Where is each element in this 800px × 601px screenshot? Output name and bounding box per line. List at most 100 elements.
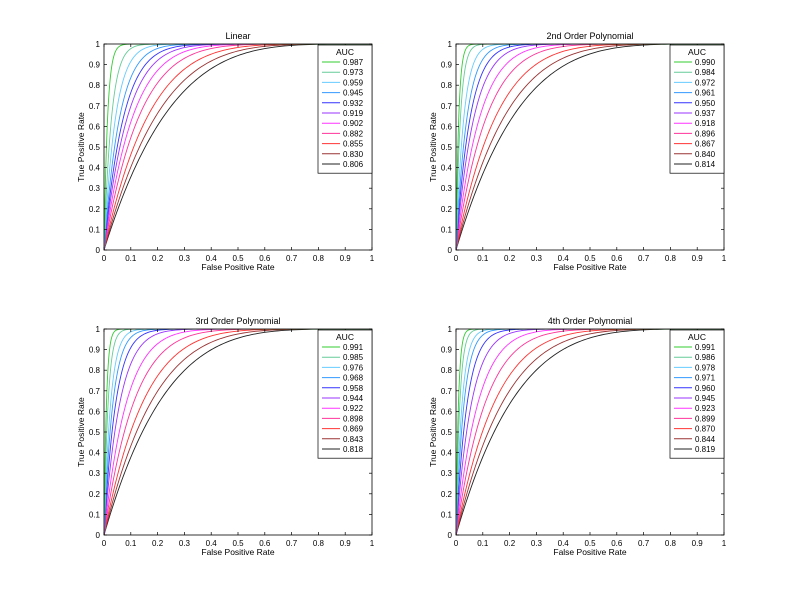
legend-entry: 0.958 [343, 384, 364, 393]
y-tick-label: 0.4 [441, 449, 453, 458]
roc-curve-series-1 [104, 329, 372, 535]
y-tick-label: 0.5 [441, 143, 453, 152]
roc-curve-series-6 [104, 329, 372, 535]
x-tick-label: 0.1 [125, 539, 137, 548]
legend-entry: 0.806 [343, 160, 364, 169]
y-tick-label: 0.2 [89, 205, 101, 214]
x-tick-label: 0.2 [504, 254, 516, 263]
roc-curve-series-11 [104, 329, 372, 535]
y-tick-label: 1 [96, 40, 101, 49]
roc-curve-series-1 [104, 44, 372, 250]
legend-entry: 0.818 [343, 445, 364, 454]
y-tick-label: 0.6 [441, 122, 453, 131]
x-tick-label: 0 [102, 539, 107, 548]
x-tick-label: 0 [454, 539, 459, 548]
x-axis-label: False Positive Rate [201, 262, 274, 272]
legend-entry: 0.978 [695, 363, 716, 372]
roc-curve-series-2 [456, 329, 724, 535]
legend-entry: 0.991 [343, 343, 364, 352]
y-tick-label: 1 [448, 325, 453, 334]
x-tick-label: 0.3 [531, 254, 543, 263]
x-tick-label: 0.9 [340, 539, 352, 548]
legend-entry: 0.987 [343, 58, 364, 67]
y-tick-label: 0.6 [89, 407, 101, 416]
x-tick-label: 0.3 [531, 539, 543, 548]
x-tick-label: 1 [370, 254, 375, 263]
legend-title: AUC [336, 47, 354, 57]
x-tick-label: 0.8 [665, 254, 677, 263]
y-tick-label: 0.9 [89, 61, 101, 70]
roc-curve-series-6 [104, 44, 372, 250]
legend-box [317, 44, 373, 174]
legend-entry: 0.869 [343, 425, 364, 434]
roc-curve-series-5 [456, 44, 724, 250]
legend-entry: 0.945 [695, 394, 716, 403]
x-tick-label: 0.3 [179, 539, 191, 548]
y-tick-label: 0.8 [89, 81, 101, 90]
x-tick-label: 1 [722, 254, 727, 263]
x-tick-label: 0.4 [206, 254, 218, 263]
legend-entry: 0.882 [343, 129, 364, 138]
legend: AUC0.9910.9850.9760.9680.9580.9440.9220.… [317, 329, 373, 459]
y-tick-label: 0.8 [89, 366, 101, 375]
y-tick-label: 0.5 [441, 428, 453, 437]
roc-curve-series-5 [104, 44, 372, 250]
y-tick-label: 0.2 [89, 490, 101, 499]
roc-curve-series-10 [456, 44, 724, 250]
y-tick-label: 0.3 [89, 469, 101, 478]
legend-entry: 0.968 [343, 374, 364, 383]
roc-curves [104, 44, 372, 250]
legend-entry: 0.918 [695, 119, 716, 128]
y-tick-label: 0.4 [441, 164, 453, 173]
legend: AUC0.9910.9860.9780.9710.9600.9450.9230.… [669, 329, 725, 459]
x-axis-label: False Positive Rate [201, 547, 274, 557]
x-tick-label: 0.7 [286, 254, 298, 263]
roc-panel-2: 00 0.1 0.1 0.2 0.2 0.3 0.3 0.4 0.4 0.5 0.5 0.6 0.6 0.… [428, 31, 727, 272]
legend-entry: 0.959 [343, 78, 364, 87]
roc-curve-series-2 [104, 329, 372, 535]
legend-entry: 0.899 [695, 414, 716, 423]
y-tick-label: 0 [448, 531, 453, 540]
legend-entry: 0.971 [695, 374, 716, 383]
y-axis-label: True Positive Rate [76, 397, 86, 467]
chart-title: 4th Order Polynomial [548, 316, 633, 326]
legend-entry: 0.976 [343, 363, 364, 372]
y-tick-label: 0.3 [441, 184, 453, 193]
y-tick-label: 0.7 [89, 387, 101, 396]
legend-entry: 0.819 [695, 445, 716, 454]
x-axis-label: False Positive Rate [553, 547, 626, 557]
legend-title: AUC [688, 47, 706, 57]
roc-curve-series-6 [456, 329, 724, 535]
legend-entry: 0.990 [695, 58, 716, 67]
y-tick-label: 0.5 [89, 428, 101, 437]
y-axis-label: True Positive Rate [428, 397, 438, 467]
legend-entry: 0.937 [695, 109, 716, 118]
roc-panel-1: 00 0.1 0.1 0.2 0.2 0.3 0.3 0.4 0.4 0.5 0.5 0.6 0.6 0.… [76, 31, 375, 272]
roc-curve-series-11 [104, 44, 372, 250]
y-tick-label: 0.4 [89, 449, 101, 458]
x-tick-label: 0.5 [584, 254, 596, 263]
x-axis-label: False Positive Rate [553, 262, 626, 272]
legend-entry: 0.923 [695, 404, 716, 413]
x-tick-label: 0.1 [477, 539, 489, 548]
chart-title: Linear [225, 31, 250, 41]
legend-entry: 0.898 [343, 414, 364, 423]
legend-entry: 0.919 [343, 109, 364, 118]
legend-entry: 0.991 [695, 343, 716, 352]
legend-entry: 0.945 [343, 89, 364, 98]
legend-entry: 0.950 [695, 99, 716, 108]
x-tick-label: 0.6 [611, 254, 623, 263]
legend-entry: 0.944 [343, 394, 364, 403]
x-tick-label: 0.9 [692, 254, 704, 263]
x-tick-label: 0.3 [179, 254, 191, 263]
x-tick-label: 1 [722, 539, 727, 548]
y-tick-label: 0.7 [89, 102, 101, 111]
roc-curve-series-7 [104, 329, 372, 535]
legend-entry: 0.870 [695, 425, 716, 434]
roc-curve-series-10 [104, 44, 372, 250]
y-tick-label: 0.7 [441, 387, 453, 396]
roc-curve-series-7 [456, 329, 724, 535]
legend-entry: 0.961 [695, 89, 716, 98]
y-tick-label: 0.4 [89, 164, 101, 173]
